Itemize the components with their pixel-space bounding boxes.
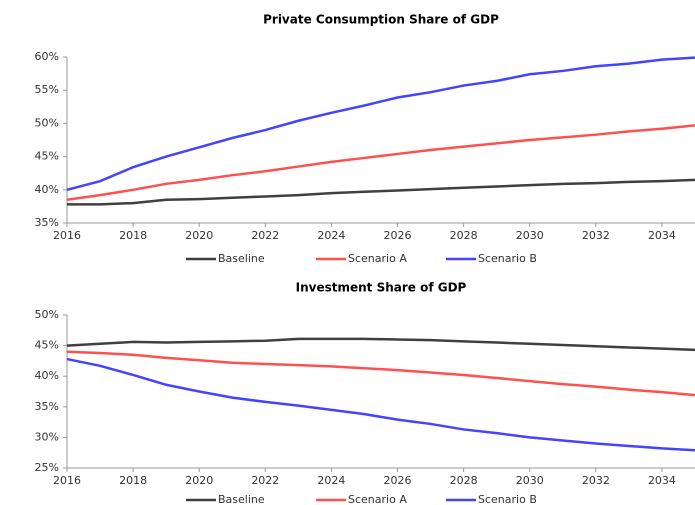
series-line — [66, 357, 695, 452]
y-tick-label: 45% — [35, 150, 59, 163]
x-tick-label: 2032 — [582, 229, 610, 242]
x-tick-label: 2022 — [251, 229, 279, 242]
y-tick-label: 35% — [35, 216, 59, 229]
legend-label: Scenario B — [478, 493, 537, 505]
x-tick-label: 2020 — [185, 474, 213, 487]
x-tick-label: 2018 — [119, 474, 147, 487]
y-tick-label: 55% — [35, 83, 59, 96]
x-tick-label: 2016 — [53, 229, 81, 242]
chart-title: Private Consumption Share of GDP — [263, 13, 499, 27]
x-tick-label: 2034 — [648, 229, 676, 242]
y-tick-label: 35% — [35, 400, 59, 413]
y-tick-label: 30% — [35, 430, 59, 443]
series-line — [66, 350, 695, 397]
series-line — [66, 56, 695, 192]
series-line — [67, 178, 695, 206]
y-tick-label: 50% — [35, 116, 59, 129]
y-tick-label: 45% — [35, 339, 59, 352]
x-tick-label: 2026 — [384, 474, 412, 487]
x-tick-label: 2034 — [648, 474, 676, 487]
x-tick-label: 2018 — [119, 229, 147, 242]
x-tick-label: 2020 — [185, 229, 213, 242]
x-tick-label: 2026 — [384, 229, 412, 242]
legend-label: Baseline — [218, 493, 265, 505]
x-tick-label: 2030 — [516, 474, 544, 487]
x-tick-label: 2028 — [450, 229, 478, 242]
x-tick-label: 2022 — [251, 474, 279, 487]
x-tick-label: 2030 — [516, 229, 544, 242]
legend-label: Scenario A — [348, 252, 407, 265]
x-tick-label: 2024 — [317, 229, 345, 242]
x-tick-label: 2016 — [53, 474, 81, 487]
y-tick-label: 25% — [35, 461, 59, 474]
legend-label: Scenario B — [478, 252, 537, 265]
y-tick-label: 40% — [35, 183, 59, 196]
series-line — [66, 337, 695, 352]
y-tick-label: 60% — [35, 50, 59, 63]
chart-title: Investment Share of GDP — [296, 281, 467, 295]
legend-label: Baseline — [218, 252, 265, 265]
y-tick-label: 40% — [35, 369, 59, 382]
legend-label: Scenario A — [348, 493, 407, 505]
x-tick-label: 2024 — [317, 474, 345, 487]
x-tick-label: 2028 — [450, 474, 478, 487]
y-tick-label: 50% — [35, 308, 59, 321]
x-tick-label: 2032 — [582, 474, 610, 487]
series-line — [66, 124, 695, 201]
